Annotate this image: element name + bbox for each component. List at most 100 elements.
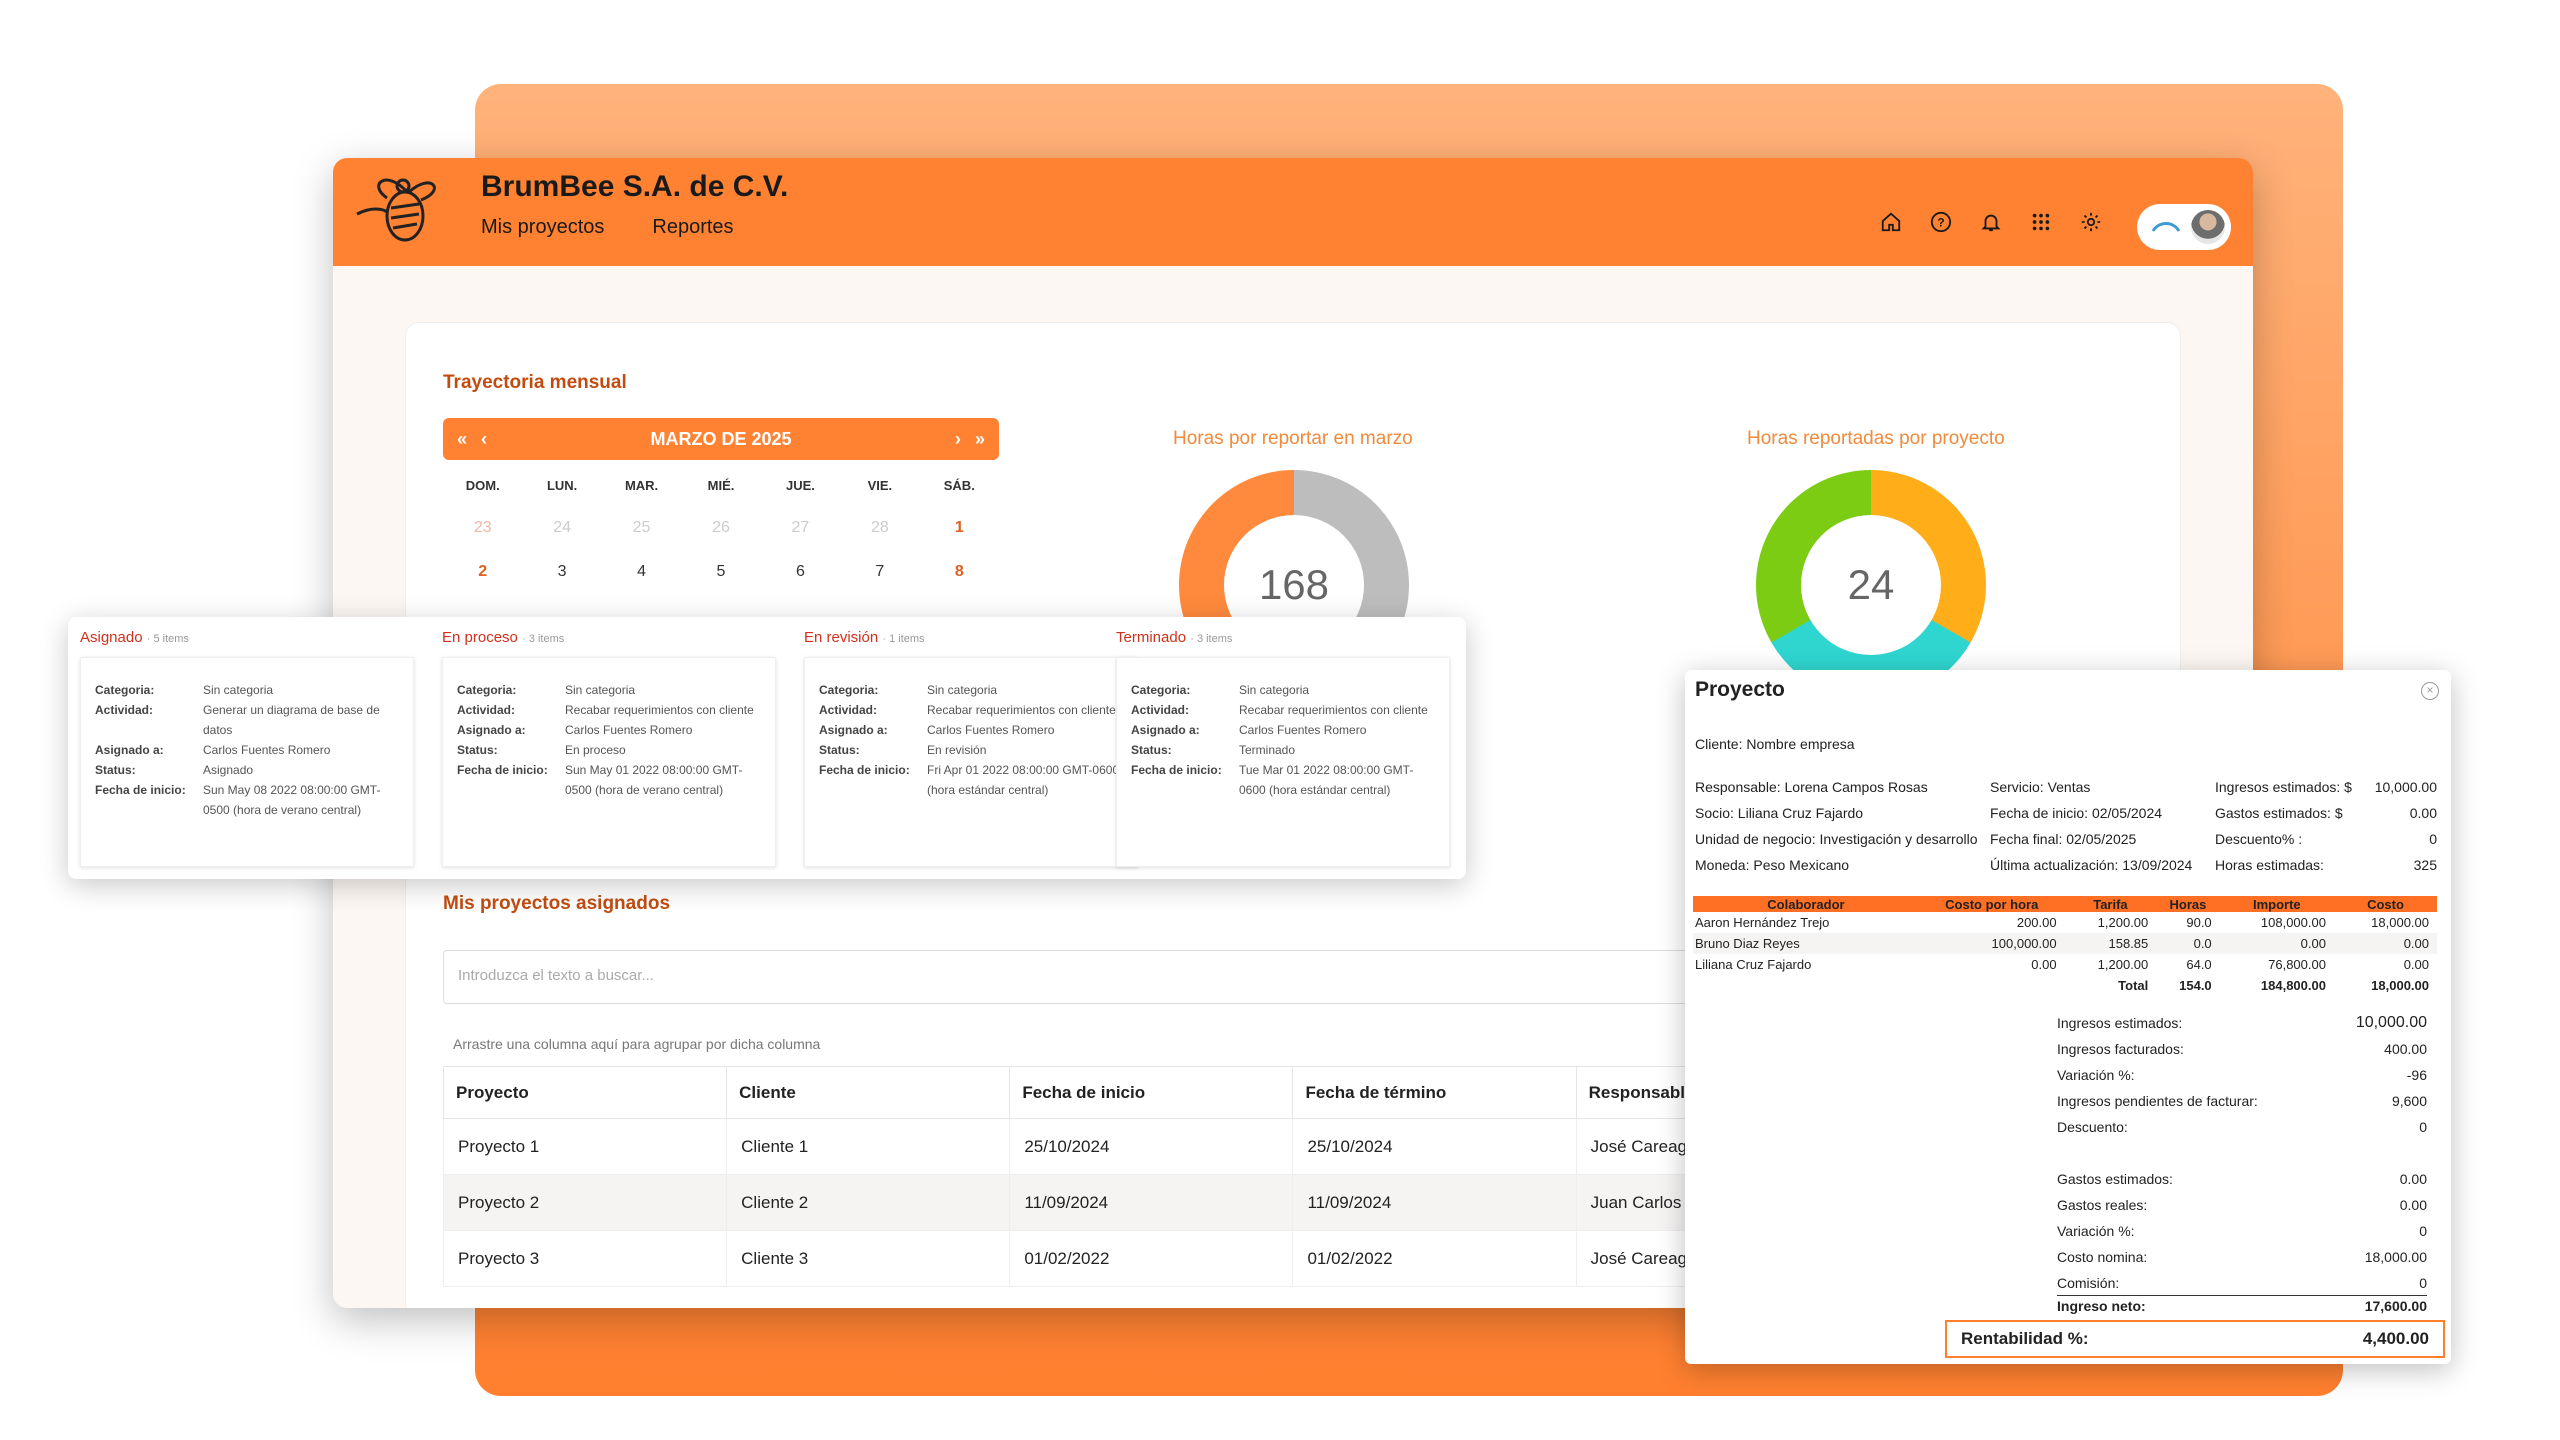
home-icon[interactable] — [1879, 210, 1903, 234]
group-hint: Arrastre una columna aquí para agrupar p… — [453, 1036, 821, 1052]
column-header: Horas — [2156, 896, 2220, 912]
settings-icon[interactable] — [2079, 210, 2103, 234]
bee-logo-icon — [356, 178, 436, 242]
next-month-icon[interactable]: › — [954, 428, 961, 449]
cell: Proyecto 3 — [442, 1230, 727, 1287]
rentabilidad-value: 4,400.00 — [2362, 1329, 2429, 1348]
modal-title: Proyecto — [1695, 678, 1785, 701]
column-header: Costo — [2333, 896, 2437, 912]
calendar-day[interactable]: 27 — [791, 519, 810, 536]
cell: 11/09/2024 — [1292, 1174, 1577, 1231]
close-icon[interactable]: × — [2421, 682, 2439, 700]
help-icon[interactable]: ? — [1929, 210, 1953, 234]
donut1-title: Horas por reportar en marzo — [1173, 428, 1413, 449]
column-header: Importe — [2219, 896, 2334, 912]
modal-info-col1: Responsable: Lorena Campos Rosas Socio: … — [1695, 779, 1978, 873]
column-header[interactable]: Cliente — [726, 1066, 1011, 1119]
avatar — [2191, 210, 2225, 244]
cell: 25/10/2024 — [1292, 1118, 1577, 1175]
prev-month-icon[interactable]: ‹ — [481, 428, 488, 449]
calendar-day[interactable]: 24 — [553, 519, 572, 536]
day-header: SÁB. — [943, 478, 975, 493]
table-row: Liliana Cruz Fajardo 0.00 1,200.00 64.0 76,8… — [1695, 957, 2429, 972]
cell: 25/10/2024 — [1009, 1118, 1293, 1175]
calendar-day[interactable]: 1 — [954, 519, 964, 536]
apps-grid-icon[interactable] — [2029, 210, 2053, 234]
nav-mis-proyectos[interactable]: Mis proyectos — [481, 216, 605, 238]
kanban-column-title: En revisión · 1 items — [804, 629, 925, 646]
cell: 01/02/2022 — [1009, 1230, 1293, 1287]
cell: Proyecto 2 — [442, 1174, 727, 1231]
kanban-column-en-revision: En revisión · 1 items Categoria: Sin cate… — [792, 617, 1142, 879]
calendar-month[interactable]: MARZO DE 2025 — [650, 428, 792, 449]
kanban-card[interactable]: Categoria: Sin categoria Actividad: Recaba… — [442, 657, 776, 867]
calendar-day[interactable]: 6 — [795, 563, 805, 580]
calendar-day[interactable]: 28 — [870, 519, 889, 536]
calendar-day[interactable]: 25 — [632, 519, 651, 536]
company-logo-icon — [2151, 222, 2181, 232]
main-nav: Mis proyectos Reportes — [481, 216, 734, 239]
calendar-day[interactable]: 26 — [712, 519, 730, 536]
calendar-day[interactable]: 3 — [557, 563, 567, 580]
cell: 11/09/2024 — [1009, 1174, 1293, 1231]
cell: Cliente 3 — [726, 1230, 1010, 1287]
cell: Proyecto 1 — [442, 1118, 727, 1175]
kanban-column-en-proceso: En proceso · 3 items Categoria: Sin categ… — [430, 617, 780, 879]
donut2-title: Horas reportadas por proyecto — [1747, 428, 2005, 449]
kanban-column-title: En proceso · 3 items — [442, 629, 565, 646]
income-summary: Ingresos estimados: 10,000.00 Ingresos fa… — [2057, 1014, 2427, 1135]
rentabilidad-box: Rentabilidad %: 4,400.00 — [1945, 1320, 2445, 1358]
collaborators-table: Colaborador Costo por hora Tarifa Horas … — [1693, 896, 2437, 996]
calendar-day[interactable]: 2 — [478, 563, 488, 580]
nav-reportes[interactable]: Reportes — [652, 216, 734, 238]
cell: Cliente 1 — [726, 1118, 1010, 1175]
user-menu[interactable] — [2137, 204, 2231, 250]
hours-by-project-donut: 24 — [1756, 470, 1986, 700]
day-header: MAR. — [624, 478, 659, 493]
column-header[interactable]: Proyecto — [442, 1066, 728, 1119]
cell: Cliente 2 — [726, 1174, 1010, 1231]
bell-icon[interactable] — [1979, 210, 2003, 234]
column-header: Tarifa — [2064, 896, 2157, 912]
kanban-card[interactable]: Categoria: Sin categoria Actividad: Genera… — [80, 657, 414, 867]
kanban-column-title: Terminado · 3 items — [1116, 629, 1233, 646]
day-header: VIE. — [867, 478, 893, 493]
kanban-card[interactable]: Categoria: Sin categoria Actividad: Recaba… — [1116, 657, 1450, 867]
day-header: LUN. — [546, 478, 578, 493]
top-bar: BrumBee S.A. de C.V. Mis proyectos Repor… — [333, 158, 2253, 266]
rentabilidad-label: Rentabilidad %: — [1961, 1329, 2089, 1348]
kanban-card[interactable]: Categoria: Sin categoria Actividad: Recaba… — [804, 657, 1138, 867]
calendar-day[interactable]: 5 — [716, 563, 726, 580]
donut2-value: 24 — [1801, 515, 1941, 655]
expense-summary: Gastos estimados: 0.00 Gastos reales: 0.00… — [2057, 1171, 2427, 1314]
modal-cliente: Cliente: Nombre empresa — [1695, 736, 1855, 752]
brand-title: BrumBee S.A. de C.V. — [481, 170, 789, 203]
kanban-column-title: Asignado · 5 items — [80, 629, 189, 646]
prev-year-icon[interactable]: « — [457, 428, 468, 449]
cell: 01/02/2022 — [1292, 1230, 1577, 1287]
calendar-day[interactable]: 7 — [875, 563, 885, 580]
column-header: Colaborador — [1693, 896, 1919, 912]
next-year-icon[interactable]: » — [974, 428, 985, 449]
kanban-board: Asignado · 5 items Categoria: Sin categor… — [68, 617, 1466, 879]
calendar-day[interactable]: 4 — [637, 563, 647, 580]
trayectoria-title: Trayectoria mensual — [443, 372, 627, 393]
top-icons: ? — [1879, 210, 2103, 234]
modal-info-col2: Servicio: Ventas Fecha de inicio: 02/05/… — [1990, 779, 2193, 873]
table-row: Bruno Diaz Reyes 100,000.00 158.85 0.0 0.00 0… — [1693, 933, 2437, 954]
day-header: DOM. — [465, 478, 500, 493]
svg-text:?: ? — [1937, 216, 1944, 230]
column-header: Costo por hora — [1918, 896, 2065, 912]
day-header: JUE. — [785, 478, 815, 493]
kanban-column-terminado: Terminado · 3 items Categoria: Sin catego… — [1104, 617, 1464, 879]
column-header[interactable]: Fecha de término — [1292, 1066, 1577, 1119]
table-row: Aaron Hernández Trejo 200.00 1,200.00 90.0 1… — [1695, 915, 2429, 930]
column-header[interactable]: Fecha de inicio — [1009, 1066, 1294, 1119]
calendar-grid: DOM. LUN. MAR. MIÉ. JUE. VIE. SÁB. 23 24… — [443, 478, 999, 581]
calendar-header: « ‹ MARZO DE 2025 › » — [443, 418, 999, 460]
kanban-column-asignado: Asignado · 5 items Categoria: Sin categor… — [68, 617, 418, 879]
calendar-day[interactable]: 8 — [954, 563, 964, 580]
calendar-day[interactable]: 23 — [473, 519, 492, 536]
proyectos-title: Mis proyectos asignados — [443, 893, 671, 914]
project-modal: Proyecto × Cliente: Nombre empresa Respo… — [1685, 670, 2451, 1364]
